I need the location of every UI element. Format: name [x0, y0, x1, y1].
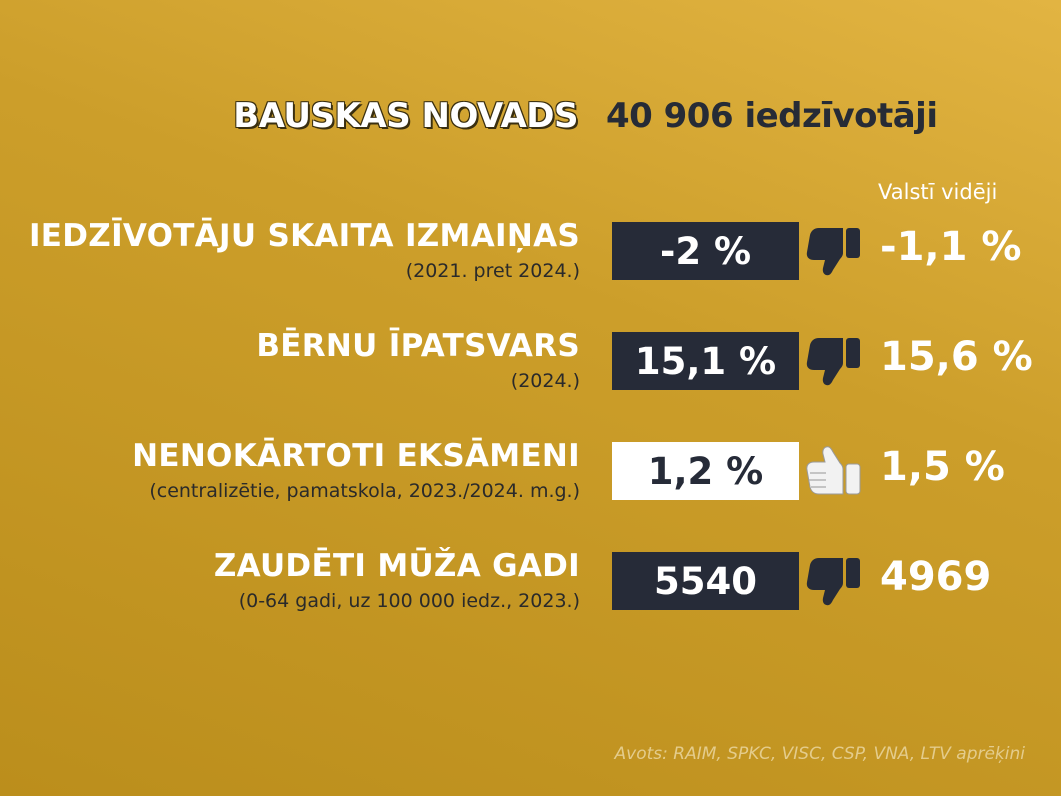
- source-note: Avots: RAIM, SPKC, VISC, CSP, VNA, LTV a…: [614, 744, 1025, 764]
- thumbs-up-icon: [806, 446, 861, 495]
- indicator-value: 1,2 %: [612, 442, 799, 500]
- thumbs-down-icon: [806, 338, 860, 386]
- indicator-row-population-change: IEDZĪVOTĀJU SKAITA IZMAIŅAS (2021. pret …: [0, 218, 1061, 288]
- indicator-note: (2021. pret 2024.): [405, 260, 580, 282]
- indicator-row-failed-exams: NENOKĀRTOTI EKSĀMENI (centralizētie, pam…: [0, 438, 1061, 508]
- population-count: 40 906 iedzīvotāji: [606, 96, 938, 136]
- national-average-value: 4969: [880, 554, 992, 600]
- indicator-note: (0-64 gadi, uz 100 000 iedz., 2023.): [238, 590, 580, 612]
- national-average-value: -1,1 %: [880, 224, 1022, 270]
- indicator-label: BĒRNU ĪPATSVARS: [256, 328, 580, 364]
- national-average-value: 1,5 %: [880, 444, 1005, 490]
- indicator-note: (2024.): [510, 370, 580, 392]
- indicator-value: 15,1 %: [612, 332, 799, 390]
- region-title: BAUSKAS NOVADS: [233, 96, 578, 136]
- national-average-value: 15,6 %: [880, 334, 1033, 380]
- indicator-row-years-lost: ZAUDĒTI MŪŽA GADI (0-64 gadi, uz 100 000…: [0, 548, 1061, 618]
- indicator-value: 5540: [612, 552, 799, 610]
- national-average-header: Valstī vidēji: [878, 180, 998, 204]
- header: BAUSKAS NOVADS 40 906 iedzīvotāji: [0, 96, 1061, 140]
- thumbs-down-icon: [806, 228, 860, 276]
- indicator-label: IEDZĪVOTĀJU SKAITA IZMAIŅAS: [28, 218, 580, 254]
- indicator-label: NENOKĀRTOTI EKSĀMENI: [132, 438, 580, 474]
- indicator-value: -2 %: [612, 222, 799, 280]
- indicator-note: (centralizētie, pamatskola, 2023./2024. …: [149, 480, 580, 502]
- indicator-label: ZAUDĒTI MŪŽA GADI: [213, 548, 580, 584]
- thumbs-down-icon: [806, 558, 860, 606]
- indicator-row-children-share: BĒRNU ĪPATSVARS (2024.) 15,1 % 15,6 %: [0, 328, 1061, 398]
